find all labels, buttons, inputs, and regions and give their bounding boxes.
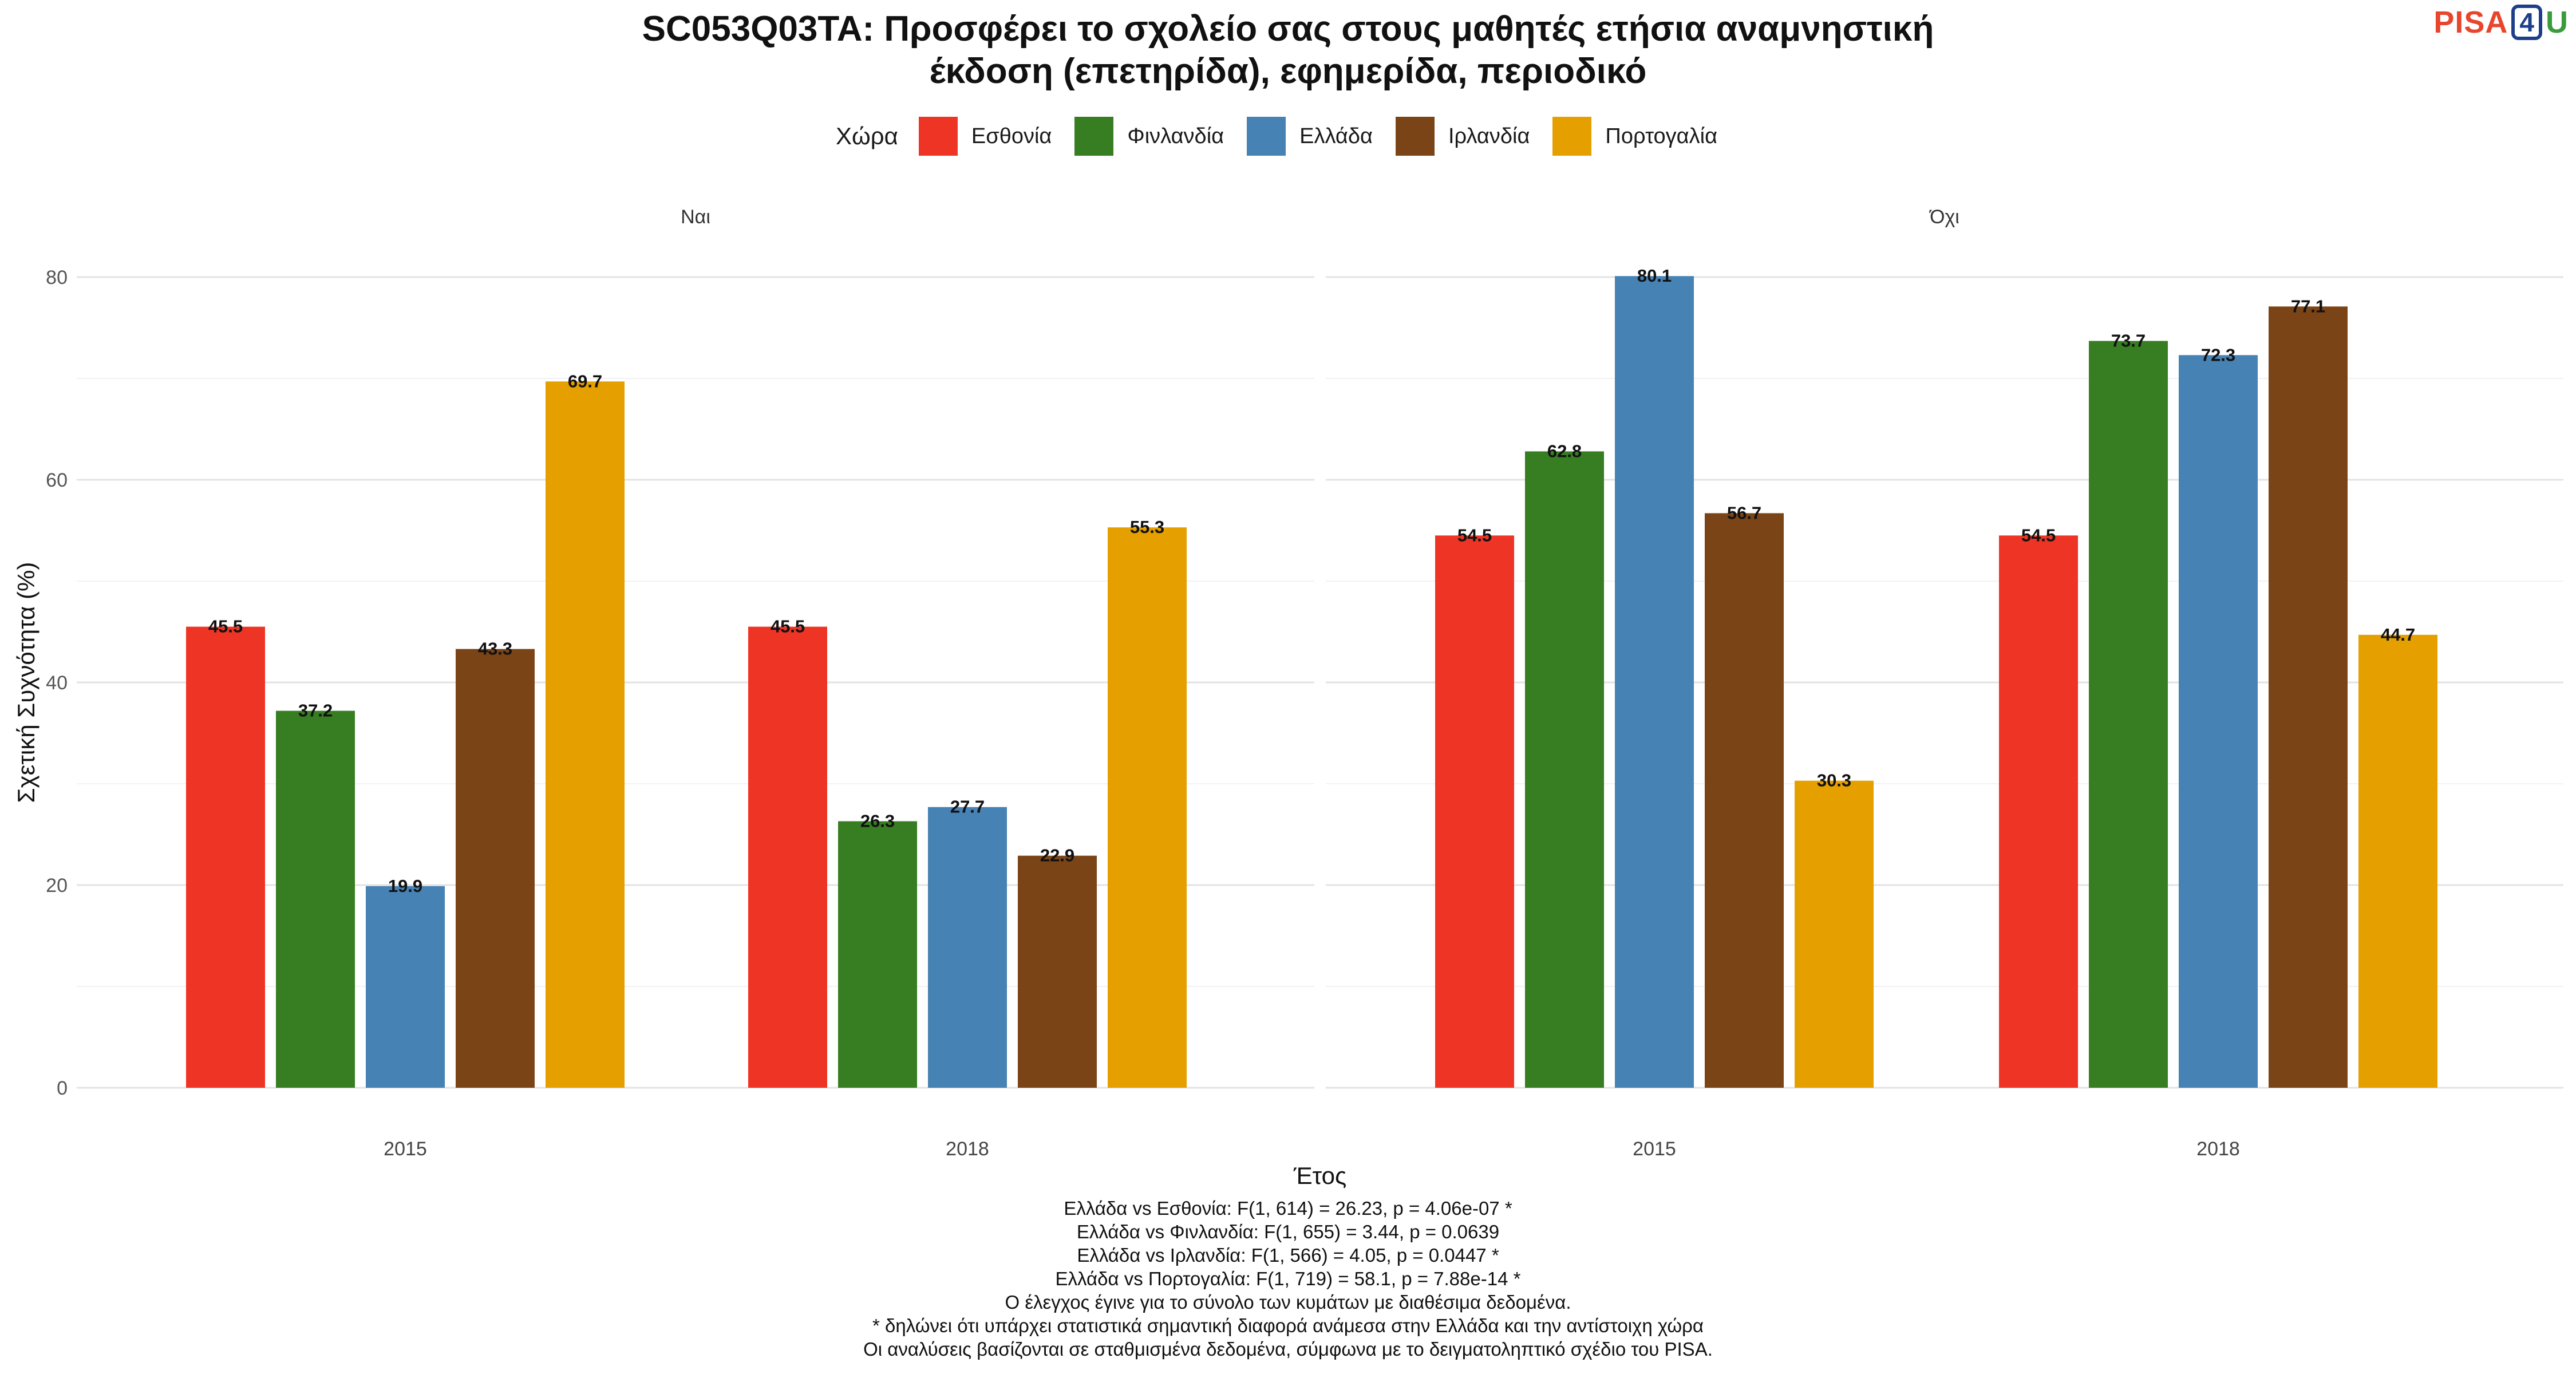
data-label: 69.7 <box>568 371 602 391</box>
data-label: 30.3 <box>1817 771 1851 791</box>
bar-Εσθονία <box>1435 535 1514 1088</box>
bar-Φινλανδία <box>276 710 355 1088</box>
data-label: 45.5 <box>771 617 805 637</box>
chart-title: SC053Q03TA: Προσφέρει το σχολείο σας στο… <box>0 8 2576 93</box>
legend-label-greece: Ελλάδα <box>1299 124 1373 148</box>
bar-Ελλάδα <box>366 886 445 1088</box>
data-label: 77.1 <box>2291 296 2325 316</box>
y-tick-label: 80 <box>46 267 68 289</box>
legend-item-portugal: Πορτογαλία <box>1552 117 1717 156</box>
legend: Χώρα Εσθονία Φινλανδία Ελλάδα Ιρλανδία Π… <box>0 117 2576 156</box>
legend-swatch-portugal <box>1552 117 1592 156</box>
data-label: 73.7 <box>2111 331 2146 351</box>
bar-Ιρλανδία <box>456 649 535 1088</box>
bar-Εσθονία <box>1999 535 2078 1088</box>
note-line: * δηλώνει ότι υπάρχει στατιστικά σημαντι… <box>872 1315 1704 1336</box>
note-line: Ελλάδα vs Πορτογαλία: F(1, 719) = 58.1, … <box>1055 1268 1521 1289</box>
bar-Ιρλανδία <box>1705 513 1784 1088</box>
data-label: 45.5 <box>208 617 243 637</box>
y-tick-label: 60 <box>46 469 68 491</box>
x-tick-label: 2015 <box>384 1138 427 1160</box>
bar-Ελλάδα <box>1615 276 1694 1088</box>
y-axis-label: Σχετική Συχνότητα (%) <box>13 562 39 803</box>
legend-title: Χώρα <box>835 123 898 149</box>
bar-Ελλάδα <box>928 807 1007 1088</box>
logo-number: 4 <box>2511 5 2542 40</box>
data-label: 43.3 <box>478 639 512 659</box>
legend-item-estonia: Εσθονία <box>918 117 1052 156</box>
bar-Ελλάδα <box>2179 355 2258 1088</box>
note-line: Ελλάδα vs Εσθονία: F(1, 614) = 26.23, p … <box>1064 1198 1512 1219</box>
legend-item-finland: Φινλανδία <box>1074 117 1224 156</box>
title-line-2: έκδοση (επετηρίδα), εφημερίδα, περιοδικό <box>929 52 1647 91</box>
data-label: 56.7 <box>1727 503 1761 523</box>
legend-swatch-finland <box>1074 117 1114 156</box>
pisa4u-logo: PISA 4 U <box>2433 5 2568 40</box>
bar-Ιρλανδία <box>1018 855 1097 1088</box>
panel-label: Όχι <box>1929 206 1959 228</box>
data-label: 54.5 <box>1457 525 1492 545</box>
y-tick-label: 0 <box>57 1077 68 1099</box>
x-tick-label: 2018 <box>946 1138 989 1160</box>
bar-Φινλανδία <box>838 821 917 1088</box>
bar-Φινλανδία <box>1525 451 1604 1088</box>
legend-label-estonia: Εσθονία <box>971 124 1052 148</box>
legend-item-ireland: Ιρλανδία <box>1396 117 1530 156</box>
footnotes: Ελλάδα vs Εσθονία: F(1, 614) = 26.23, p … <box>0 1197 2576 1361</box>
legend-swatch-estonia <box>918 117 958 156</box>
note-line: Οι αναλύσεις βασίζονται σε σταθμισμένα δ… <box>863 1339 1713 1360</box>
data-label: 22.9 <box>1040 846 1074 866</box>
logo-text: PISA <box>2433 5 2508 40</box>
legend-swatch-ireland <box>1396 117 1435 156</box>
legend-item-greece: Ελλάδα <box>1247 117 1373 156</box>
bar-Πορτογαλία <box>1795 780 1874 1088</box>
note-line: Ελλάδα vs Ιρλανδία: F(1, 566) = 4.05, p … <box>1077 1245 1499 1266</box>
title-line-1: SC053Q03TA: Προσφέρει το σχολείο σας στο… <box>642 9 1934 49</box>
data-label: 37.2 <box>298 701 333 721</box>
bar-Φινλανδία <box>2089 341 2168 1088</box>
legend-label-ireland: Ιρλανδία <box>1448 124 1530 148</box>
data-label: 19.9 <box>388 876 422 896</box>
x-axis-label: Έτος <box>1293 1162 1347 1189</box>
data-label: 62.8 <box>1547 441 1582 461</box>
legend-swatch-greece <box>1247 117 1286 156</box>
x-tick-label: 2018 <box>2196 1138 2240 1160</box>
data-label: 27.7 <box>950 797 985 817</box>
bar-Εσθονία <box>748 626 827 1088</box>
panel-label: Ναι <box>681 206 710 228</box>
data-label: 26.3 <box>860 811 895 831</box>
legend-label-portugal: Πορτογαλία <box>1605 124 1718 148</box>
y-tick-label: 40 <box>46 672 68 694</box>
bar-Πορτογαλία <box>2358 634 2437 1088</box>
bar-Ιρλανδία <box>2269 306 2348 1088</box>
bar-Εσθονία <box>186 626 265 1088</box>
data-label: 80.1 <box>1637 266 1672 286</box>
note-line: Ελλάδα vs Φινλανδία: F(1, 655) = 3.44, p… <box>1076 1221 1500 1242</box>
data-label: 55.3 <box>1130 517 1164 537</box>
bar-Πορτογαλία <box>546 381 625 1088</box>
data-label: 44.7 <box>2381 625 2415 645</box>
note-line: Ο έλεγχος έγινε για το σύνολο των κυμάτω… <box>1005 1292 1571 1313</box>
legend-label-finland: Φινλανδία <box>1127 124 1224 148</box>
x-tick-label: 2015 <box>1633 1138 1676 1160</box>
bar-Πορτογαλία <box>1108 527 1187 1088</box>
data-label: 54.5 <box>2021 525 2056 545</box>
logo-letter: U <box>2546 5 2568 40</box>
y-tick-label: 20 <box>46 875 68 897</box>
data-label: 72.3 <box>2201 345 2235 365</box>
